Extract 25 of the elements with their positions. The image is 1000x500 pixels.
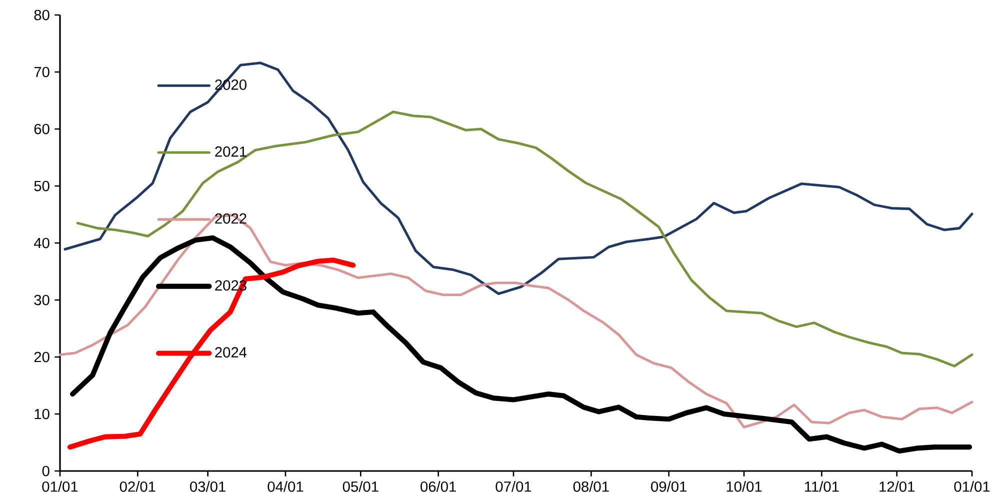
- x-tick-label: 01/01: [42, 481, 78, 492]
- x-tick-label: 10/01: [726, 481, 762, 492]
- y-tick-label: 50: [34, 180, 50, 192]
- x-tick-label: 11/01: [804, 481, 839, 492]
- x-tick-label: 05/01: [342, 481, 378, 492]
- legend-label: 2022: [215, 213, 246, 224]
- x-tick-label: 01/01: [954, 481, 990, 492]
- x-tick-label: 09/01: [651, 481, 686, 492]
- y-tick-label: 40: [34, 238, 50, 248]
- y-tick-label: 30: [34, 294, 50, 306]
- x-tick-label: 06/01: [420, 481, 456, 492]
- x-tick-label: 02/01: [120, 481, 156, 492]
- y-tick-label: 60: [34, 124, 50, 134]
- x-tick-label: 12/01: [880, 481, 914, 492]
- y-tick-label: 70: [34, 66, 50, 78]
- x-tick-label: 03/01: [190, 481, 226, 492]
- legend-label: 2021: [215, 146, 246, 157]
- y-tick-label: 20: [34, 352, 50, 362]
- x-tick-label: 07/01: [496, 481, 532, 492]
- y-tick-label: 10: [34, 408, 50, 420]
- x-tick-label: 08/01: [573, 481, 609, 492]
- x-tick-label: 04/01: [268, 481, 304, 492]
- legend-label: 2024: [215, 347, 247, 358]
- y-tick-label: 80: [34, 10, 50, 20]
- y-tick-label: 0: [42, 466, 50, 476]
